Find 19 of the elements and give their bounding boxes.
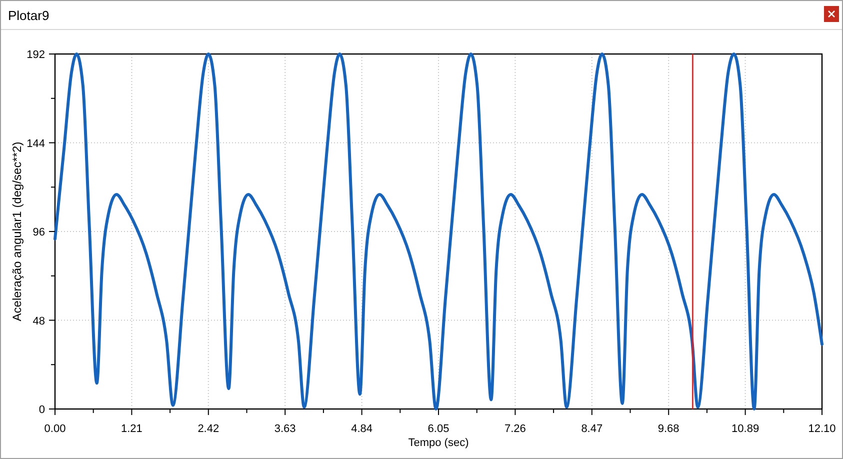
x-axis-title: Tempo (sec) [408, 437, 469, 449]
chart-title: Plotar9 [8, 8, 50, 23]
x-tick-label: 1.21 [120, 423, 142, 435]
y-tick-label: 144 [26, 138, 45, 150]
y-tick-label: 192 [26, 49, 45, 61]
x-tick-label: 12.10 [808, 423, 836, 435]
x-tick-label: 0.00 [44, 423, 66, 435]
x-tick-label: 9.68 [658, 423, 680, 435]
x-tick-label: 3.63 [274, 423, 296, 435]
y-tick-label: 48 [32, 315, 45, 328]
x-tick-label: 10.89 [732, 423, 760, 435]
x-tick-label: 4.84 [351, 423, 373, 435]
x-tick-label: 6.05 [428, 423, 450, 435]
y-tick-label: 0 [38, 404, 45, 416]
x-tick-label: 8.47 [581, 423, 603, 435]
y-axis-title: Aceleração angular1 (deg/sec**2) [10, 142, 24, 322]
x-tick-label: 2.42 [198, 423, 220, 435]
y-tick-label: 96 [32, 226, 45, 238]
x-tick-label: 7.26 [504, 423, 526, 435]
